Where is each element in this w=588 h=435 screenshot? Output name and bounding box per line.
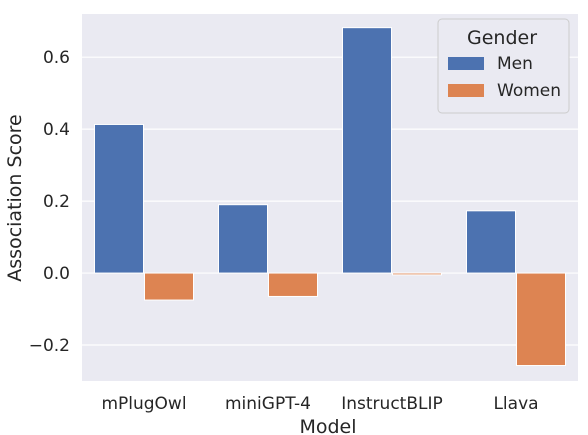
legend: Gender Men Women: [437, 18, 570, 114]
bar-women-llava: [516, 272, 566, 367]
bar-series-group: [94, 27, 566, 367]
legend-label-women: Women: [497, 81, 561, 101]
y-axis-label: Association Score: [4, 114, 26, 281]
x-tick-label: Llava: [493, 394, 538, 414]
legend-label-men: Men: [497, 54, 533, 74]
y-tick-labels: −0.2 0.0 0.2 0.4 0.6: [29, 48, 70, 356]
x-tick-label: mPlugOwl: [101, 394, 186, 414]
legend-title: Gender: [467, 27, 537, 49]
legend-swatch-men: [448, 57, 484, 70]
y-tick-label: −0.2: [29, 336, 70, 356]
y-tick-label: 0.2: [43, 192, 70, 212]
bar-men-llava: [466, 210, 516, 274]
bar-men-instructblip: [342, 27, 392, 274]
bar-men-mplugowl: [94, 123, 144, 274]
bar-women-instructblip: [392, 272, 442, 276]
bar-women-minigpt-4: [268, 272, 318, 297]
bar-women-mplugowl: [144, 272, 194, 301]
bar-men-minigpt-4: [218, 204, 268, 274]
x-axis-label: Model: [299, 416, 356, 435]
x-tick-labels: mPlugOwl miniGPT-4 InstructBLIP Llava: [101, 394, 538, 414]
x-tick-label: InstructBLIP: [341, 394, 443, 414]
y-tick-label: 0.4: [43, 120, 70, 140]
y-tick-label: 0.0: [43, 264, 70, 284]
legend-swatch-women: [448, 84, 484, 97]
y-tick-label: 0.6: [43, 48, 70, 68]
x-tick-label: miniGPT-4: [225, 394, 311, 414]
